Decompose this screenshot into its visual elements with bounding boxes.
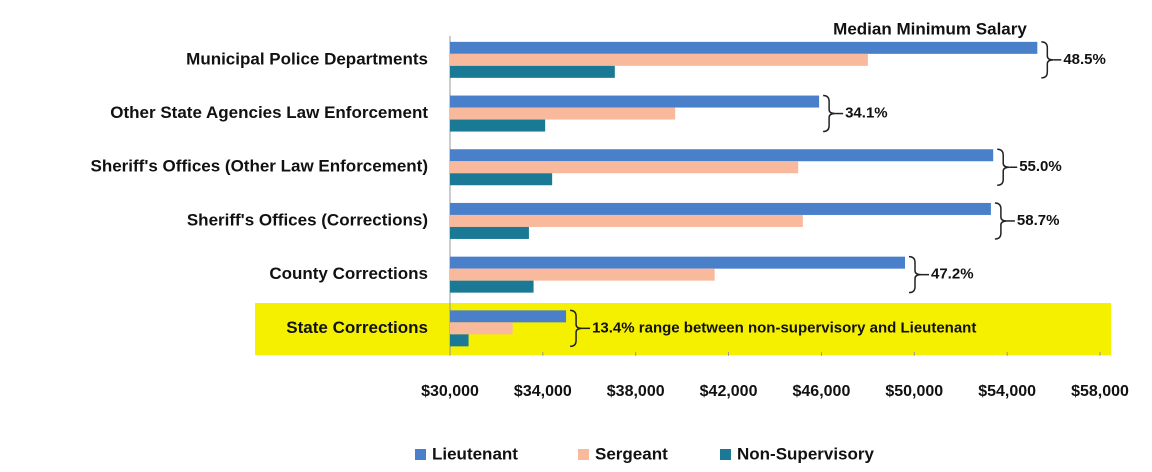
bar [450, 119, 546, 132]
chart-title: Median Minimum Salary [833, 19, 1027, 38]
legend-swatch [578, 449, 589, 460]
bar [450, 226, 529, 239]
bar [450, 53, 868, 66]
bar [450, 173, 553, 186]
bar [450, 41, 1038, 54]
legend-swatch [415, 449, 426, 460]
category-label: State Corrections [286, 318, 428, 337]
category-label: Sheriff's Offices (Other Law Enforcement… [91, 157, 429, 176]
bar [450, 322, 513, 335]
bar [450, 280, 534, 293]
x-tick-label: $58,000 [1071, 383, 1129, 400]
brace [823, 94, 836, 133]
brace [908, 255, 922, 294]
bar [450, 202, 991, 215]
bar [450, 161, 799, 174]
annotation: 34.1% [845, 105, 888, 122]
bar [450, 214, 803, 227]
category-label: Other State Agencies Law Enforcement [110, 103, 428, 122]
category-label: Sheriff's Offices (Corrections) [187, 210, 428, 229]
x-tick-label: $46,000 [793, 383, 851, 400]
category-label: County Corrections [269, 264, 428, 283]
brace [570, 309, 583, 348]
legend-label: Non-Supervisory [737, 444, 875, 463]
highlight [255, 303, 1111, 355]
bar [450, 310, 567, 323]
category-label: Municipal Police Departments [186, 49, 428, 68]
brace [997, 148, 1010, 186]
bar [450, 256, 905, 269]
x-tick-label: $54,000 [978, 383, 1036, 400]
bar [450, 149, 994, 162]
x-tick-label: $34,000 [514, 383, 572, 400]
brace [994, 202, 1007, 240]
brace [1041, 41, 1054, 79]
legend-label: Lieutenant [432, 444, 518, 463]
annotation: 55.0% [1019, 158, 1062, 175]
x-tick-label: $30,000 [421, 383, 479, 400]
annotation: 48.5% [1063, 51, 1106, 68]
x-tick-label: $50,000 [885, 383, 943, 400]
annotation: 58.7% [1017, 212, 1060, 229]
x-tick-label: $42,000 [700, 383, 758, 400]
legend-label: Sergeant [595, 444, 668, 463]
bar [450, 107, 676, 120]
annotation: 13.4% range between non-supervisory and … [592, 319, 976, 336]
bar [450, 334, 469, 347]
x-tick-label: $38,000 [607, 383, 665, 400]
annotation: 47.2% [931, 266, 974, 283]
bar [450, 65, 615, 78]
bar [450, 268, 715, 281]
legend-swatch [720, 449, 731, 460]
bar [450, 95, 820, 108]
